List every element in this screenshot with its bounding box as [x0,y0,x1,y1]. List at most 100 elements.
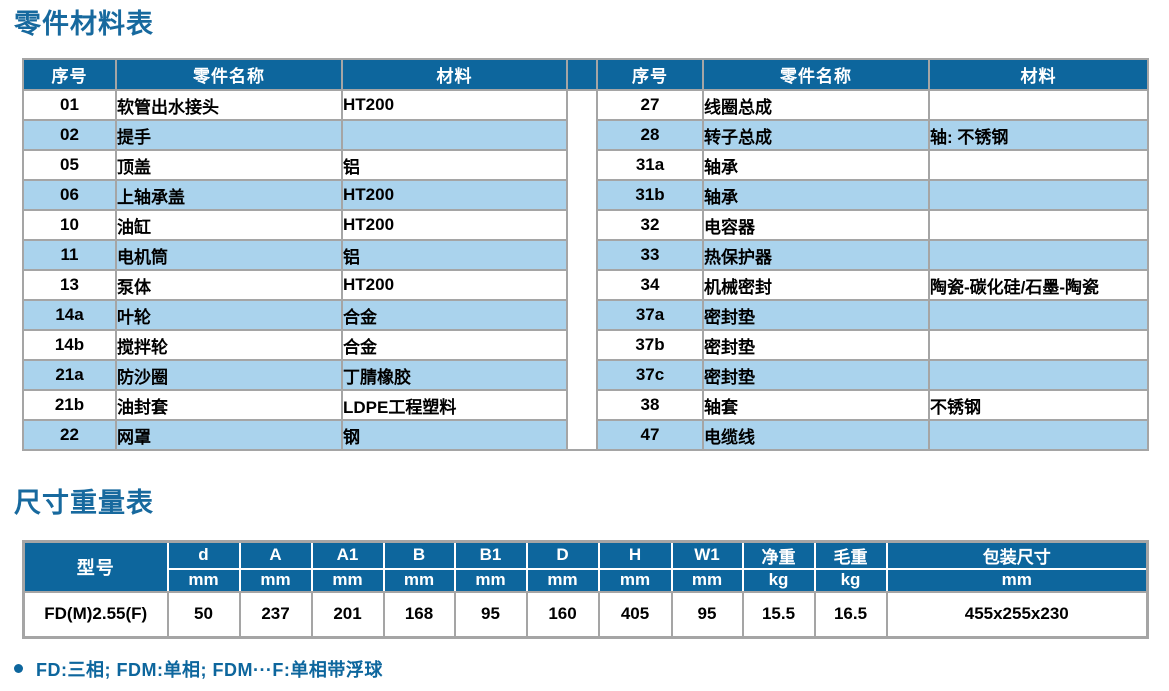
footnote: FD:三相; FDM:单相; FDM···F:单相带浮球 [14,656,1169,682]
value-d: 50 [166,590,241,639]
table-row: 01 软管出水接头 HT200 27 线圈总成 [22,89,1149,452]
table-row: 11 电机筒 铝 33 热保护器 [22,239,1149,272]
part-name: 轴承 [702,179,930,212]
part-no: 01 [22,89,117,122]
value-net-weight: 15.5 [741,590,816,639]
col-header-model: 型号 [22,540,169,593]
part-no: 31b [596,179,704,212]
col-header-w1: W1 [670,540,744,570]
part-material [928,359,1149,392]
table-separator [566,89,598,452]
part-material [928,89,1149,122]
col-header-package-size: 包装尺寸 [885,540,1149,570]
unit-cell: mm [453,567,528,593]
part-material: 铝 [341,239,568,272]
col-header-d: d [166,540,241,570]
part-material: HT200 [341,89,568,122]
dims-data-row: FD(M)2.55(F) 50 237 201 168 95 160 405 9… [22,590,1149,639]
value-b1: 95 [453,590,528,639]
part-material: 钢 [341,419,568,452]
part-no: 14b [22,329,117,362]
part-material [928,149,1149,182]
part-material: 不锈钢 [928,389,1149,422]
part-material [928,239,1149,272]
part-no: 05 [22,149,117,182]
table-row: 14a 叶轮 合金 37a 密封垫 [22,299,1149,332]
part-material [341,119,568,152]
col-header-gross-weight: 毛重 [813,540,888,570]
part-material: HT200 [341,269,568,302]
dimensions-weight-table: 型号 d A A1 B B1 D H W1 净重 毛重 包装尺寸 mm mm m… [22,539,1149,639]
part-material: HT200 [341,179,568,212]
unit-cell: mm [670,567,744,593]
col-header-name: 零件名称 [702,58,930,92]
part-name: 油封套 [115,389,343,422]
part-no: 06 [22,179,117,212]
table-row: 21b 油封套 LDPE工程塑料 38 轴套 不锈钢 [22,389,1149,422]
part-no: 37b [596,329,704,362]
col-header-a1: A1 [310,540,385,570]
part-no: 31a [596,149,704,182]
part-name: 电机筒 [115,239,343,272]
col-header-no: 序号 [596,58,704,92]
unit-cell: kg [741,567,816,593]
part-name: 油缸 [115,209,343,242]
col-header-material: 材料 [928,58,1149,92]
col-header-h: H [597,540,673,570]
part-name: 软管出水接头 [115,89,343,122]
part-name: 搅拌轮 [115,329,343,362]
value-a1: 201 [310,590,385,639]
parts-table-title: 零件材料表 [14,9,154,39]
part-name: 电缆线 [702,419,930,452]
part-material: 轴: 不锈钢 [928,119,1149,152]
separator-header [566,58,598,92]
part-no: 02 [22,119,117,152]
table-row: 21a 防沙圈 丁腈橡胶 37c 密封垫 [22,359,1149,392]
value-b: 168 [382,590,456,639]
part-material: 丁腈橡胶 [341,359,568,392]
part-material: 铝 [341,149,568,182]
part-material: 合金 [341,299,568,332]
part-no: 22 [22,419,117,452]
part-no: 34 [596,269,704,302]
dims-header-row: 型号 d A A1 B B1 D H W1 净重 毛重 包装尺寸 [22,540,1149,593]
part-name: 密封垫 [702,329,930,362]
dims-table-title: 尺寸重量表 [14,488,154,519]
value-w1: 95 [670,590,744,639]
table-row: 13 泵体 HT200 34 机械密封 陶瓷-碳化硅/石墨-陶瓷 [22,269,1149,302]
part-name: 轴承 [702,149,930,182]
dims-units-row: mm mm mm mm mm mm mm mm kg kg mm [24,567,1149,593]
parts-header-row: 序号 零件名称 材料 序号 零件名称 材料 [22,58,1149,92]
part-no: 21b [22,389,117,422]
part-no: 32 [596,209,704,242]
col-header-dd: D [525,540,600,570]
col-header-no: 序号 [22,58,117,92]
value-gross-weight: 16.5 [813,590,888,639]
unit-cell: mm [382,567,456,593]
footnote-text: FD:三相; FDM:单相; FDM···F:单相带浮球 [36,659,383,680]
value-h: 405 [597,590,673,639]
part-name: 热保护器 [702,239,930,272]
part-name: 转子总成 [702,119,930,152]
part-name: 线圈总成 [702,89,930,122]
part-material [928,419,1149,452]
part-no: 11 [22,239,117,272]
part-no: 21a [22,359,117,392]
part-name: 密封垫 [702,299,930,332]
col-header-name: 零件名称 [115,58,343,92]
part-material: 合金 [341,329,568,362]
part-name: 提手 [115,119,343,152]
value-dd: 160 [525,590,600,639]
parts-materials-table: 序号 零件名称 材料 序号 零件名称 材料 01 软管出水接头 HT200 27… [22,58,1149,452]
part-name: 密封垫 [702,359,930,392]
part-no: 14a [22,299,117,332]
part-name: 叶轮 [115,299,343,332]
col-header-material: 材料 [341,58,568,92]
unit-cell: mm [310,567,385,593]
part-no: 33 [596,239,704,272]
unit-cell: mm [525,567,600,593]
unit-cell: mm [238,567,313,593]
col-header-b1: B1 [453,540,528,570]
value-a: 237 [238,590,313,639]
